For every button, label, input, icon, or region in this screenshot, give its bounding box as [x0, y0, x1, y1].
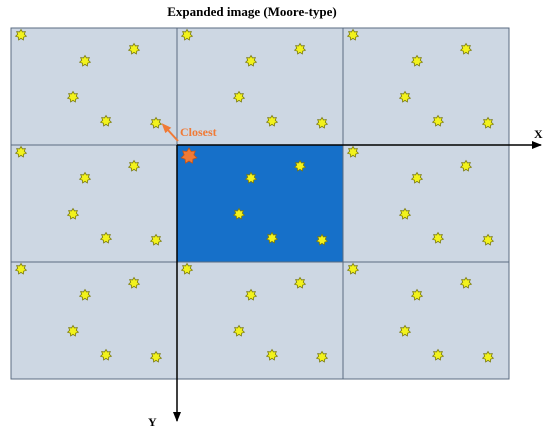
star-icon	[265, 231, 279, 244]
image-cell	[342, 27, 510, 146]
star-icon	[315, 350, 329, 363]
star-icon	[481, 233, 495, 246]
image-cell	[342, 261, 510, 380]
star-icon	[127, 42, 141, 55]
star-icon	[431, 231, 445, 244]
star-icon	[244, 171, 258, 184]
star-icon	[431, 114, 445, 127]
star-icon	[78, 288, 92, 301]
star-icon	[14, 28, 28, 41]
star-icon	[66, 324, 80, 337]
star-icon	[14, 262, 28, 275]
closest-particle-star	[180, 147, 198, 164]
star-icon	[99, 348, 113, 361]
star-icon	[459, 276, 473, 289]
star-icon	[180, 28, 194, 41]
closest-arrow-icon	[161, 123, 179, 142]
star-icon	[265, 114, 279, 127]
star-icon	[459, 42, 473, 55]
star-icon	[481, 116, 495, 129]
star-icon	[99, 231, 113, 244]
star-icon	[410, 54, 424, 67]
star-icon	[14, 145, 28, 158]
star-icon	[66, 90, 80, 103]
star-icon	[293, 159, 307, 172]
image-cell	[176, 261, 344, 380]
image-cell	[342, 144, 510, 263]
diagram-title: Expanded image (Moore-type)	[167, 4, 336, 19]
star-icon	[431, 348, 445, 361]
star-icon	[127, 159, 141, 172]
star-icon	[293, 276, 307, 289]
star-icon	[410, 171, 424, 184]
image-cell	[10, 144, 178, 263]
orange-star-icon	[180, 147, 198, 164]
star-icon	[346, 28, 360, 41]
star-icon	[244, 288, 258, 301]
image-cell	[10, 27, 178, 146]
star-icon	[293, 42, 307, 55]
x-axis-label: X	[534, 127, 543, 141]
particle-stars	[14, 28, 495, 363]
star-icon	[232, 324, 246, 337]
star-icon	[99, 114, 113, 127]
y-axis-label: Y	[148, 415, 157, 429]
star-icon	[346, 145, 360, 158]
star-icon	[149, 350, 163, 363]
star-icon	[459, 159, 473, 172]
closest-label: Closest	[180, 125, 217, 139]
star-icon	[127, 276, 141, 289]
star-icon	[78, 171, 92, 184]
star-icon	[180, 262, 194, 275]
star-icon	[149, 233, 163, 246]
star-icon	[66, 207, 80, 220]
star-icon	[244, 54, 258, 67]
image-cell	[10, 261, 178, 380]
star-icon	[410, 288, 424, 301]
star-icon	[149, 116, 163, 129]
image-cell	[176, 27, 344, 146]
star-icon	[78, 54, 92, 67]
star-icon	[315, 233, 329, 246]
star-icon	[232, 90, 246, 103]
star-icon	[398, 207, 412, 220]
star-icon	[398, 90, 412, 103]
star-icon	[315, 116, 329, 129]
central-image-cell	[176, 144, 344, 263]
star-icon	[265, 348, 279, 361]
star-icon	[346, 262, 360, 275]
star-icon	[398, 324, 412, 337]
star-icon	[232, 207, 246, 220]
image-cell-grid	[10, 27, 510, 380]
star-icon	[481, 350, 495, 363]
